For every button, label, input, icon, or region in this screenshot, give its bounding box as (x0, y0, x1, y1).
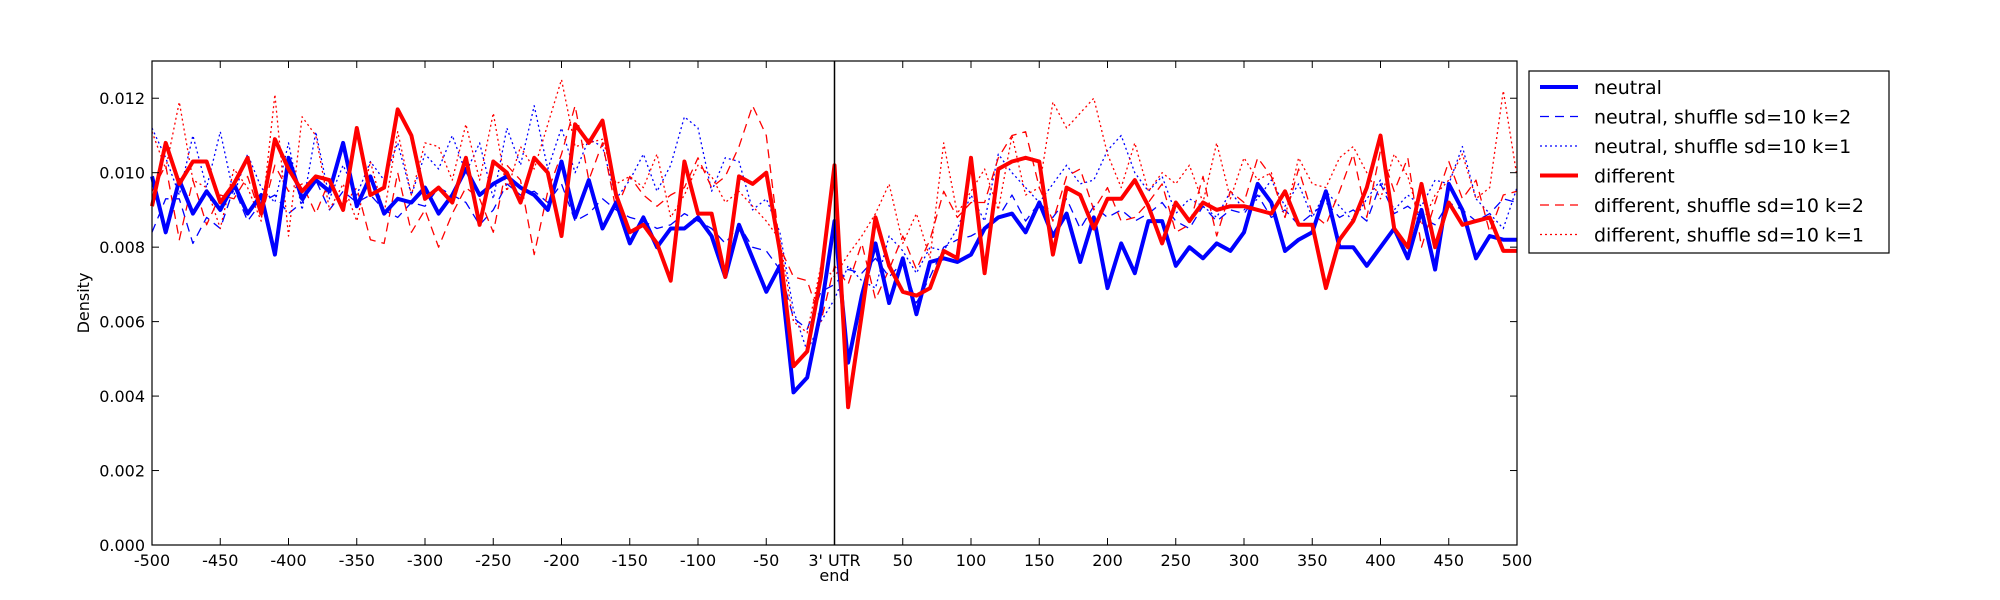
x-tick-label: 500 (1502, 551, 1533, 570)
x-axis-ticks: -500 -450 -400 -350 -300 -250 -200 -150 -100 -50 3… (134, 61, 1532, 570)
y-tick-label: 0.006 (99, 313, 145, 332)
x-tick-label: -450 (202, 551, 238, 570)
x-tick-label: -400 (270, 551, 306, 570)
x-tick-label: 100 (956, 551, 987, 570)
y-axis-label: Density (74, 273, 93, 334)
legend-label-4: different (1594, 166, 1675, 188)
legend: neutral neutral, shuffle sd=10 k=2 neutral… (1528, 70, 1890, 254)
y-tick-label: 0.004 (99, 387, 145, 406)
x-tick-label: 250 (1160, 551, 1191, 570)
x-tick-label: -100 (680, 551, 716, 570)
x-tick-label: 200 (1092, 551, 1123, 570)
y-tick-label: 0.000 (99, 536, 145, 555)
x-tick-label: -350 (339, 551, 375, 570)
legend-label-6: different, shuffle sd=10 k=1 (1594, 225, 1864, 247)
x-tick-label: -50 (753, 551, 779, 570)
x-tick-label: -150 (612, 551, 648, 570)
legend-label-3: neutral, shuffle sd=10 k=1 (1594, 136, 1851, 158)
y-tick-label: 0.008 (99, 238, 145, 257)
legend-label-5: different, shuffle sd=10 k=2 (1594, 195, 1864, 217)
legend-label-1: neutral (1594, 77, 1662, 99)
x-tick-label: 3' UTR (808, 551, 860, 570)
x-tick-label: -500 (134, 551, 170, 570)
legend-frame (1528, 70, 1890, 254)
x-tick-label: 300 (1229, 551, 1260, 570)
y-tick-label: 0.002 (99, 462, 145, 481)
y-tick-label: 0.012 (99, 89, 145, 108)
x-tick-label: 150 (1024, 551, 1055, 570)
x-tick-label: 400 (1365, 551, 1396, 570)
legend-label-2: neutral, shuffle sd=10 k=2 (1594, 107, 1851, 129)
x-tick-label: -250 (475, 551, 511, 570)
y-axis-ticks: 0.000 0.002 0.004 0.006 0.008 0.010 0.012 (99, 89, 1517, 555)
x-tick-label: -200 (543, 551, 579, 570)
y-tick-label: 0.010 (99, 164, 145, 183)
x-tick-label: 350 (1297, 551, 1328, 570)
x-axis-label: end (819, 566, 849, 585)
plot-area: -500 -450 -400 -350 -300 -250 -200 -150 -100 -50 3… (99, 60, 1532, 570)
x-tick-label: -300 (407, 551, 443, 570)
x-tick-label: 50 (893, 551, 913, 570)
x-tick-label: 450 (1433, 551, 1464, 570)
